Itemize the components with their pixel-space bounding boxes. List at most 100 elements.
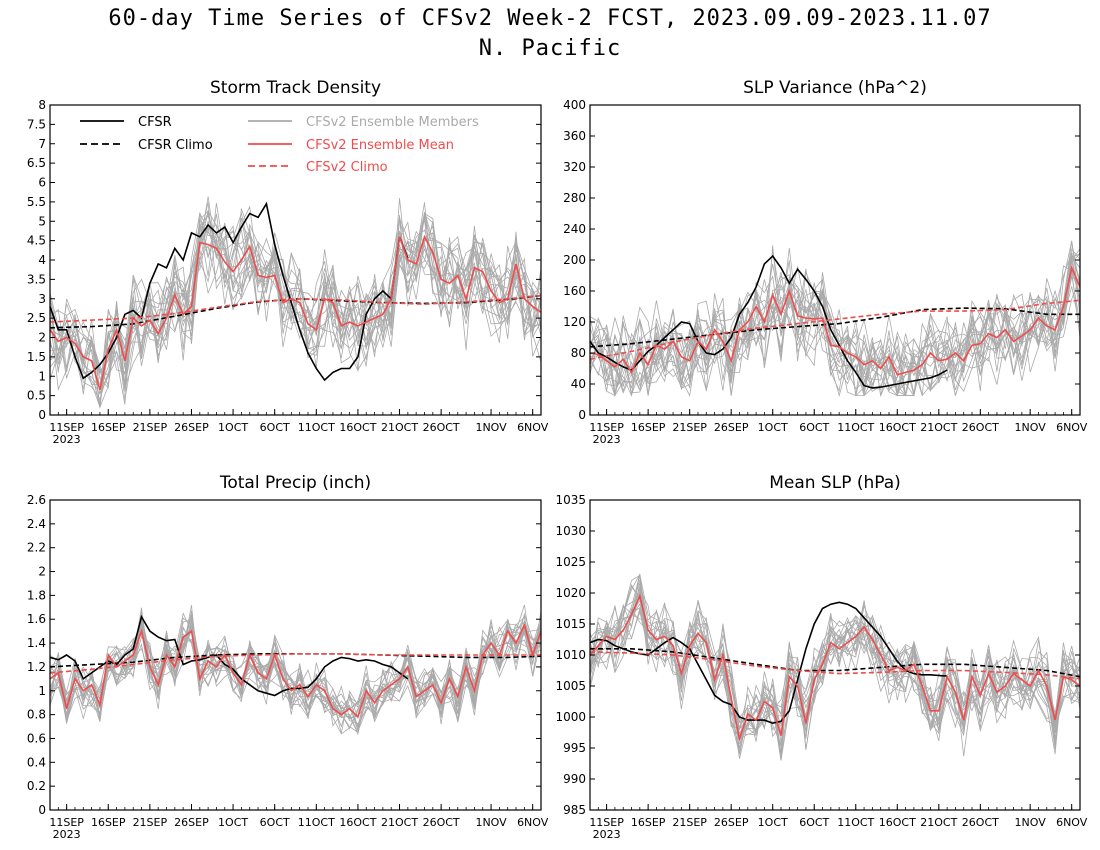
ensemble-member-line — [589, 574, 1081, 755]
x-tick-label: 11SEP — [49, 816, 84, 829]
series-cfsv2-ensemble-mean — [49, 234, 542, 391]
series-cfsr — [589, 254, 948, 389]
y-tick-label: 2.4 — [27, 517, 46, 531]
y-tick-label: 0.6 — [27, 731, 46, 745]
x-tick-label: 11OCT — [837, 816, 874, 829]
ensemble-member-line — [49, 620, 542, 728]
series-cfsv2-climo — [49, 652, 541, 674]
x-tick-label: 1OCT — [218, 816, 248, 829]
y-tick-label: 320 — [563, 160, 586, 174]
y-tick-label: 7 — [38, 137, 46, 151]
y-tick-label: 1020 — [555, 586, 586, 600]
legend-ensemble-mean-label: CFSv2 Ensemble Mean — [306, 138, 454, 153]
series-cfsr — [49, 201, 409, 382]
y-tick-label: 40 — [571, 377, 586, 391]
x-tick-label: 21OCT — [920, 421, 957, 434]
x-tick-label: 21SEP — [133, 816, 168, 829]
panel-3: Total Precip (inch) 0 0.2 0.4 0.6 0.8 1 1.2 1.4 1… — [27, 473, 549, 841]
x-tick-label: 16OCT — [879, 421, 916, 434]
ensemble-member-line — [589, 252, 1081, 387]
y-tick-label: 990 — [563, 772, 586, 786]
x-tick-label: 21OCT — [381, 816, 418, 829]
y-tick-label: 8 — [38, 98, 46, 112]
x-tick-label: 11SEP — [49, 421, 84, 434]
ensemble-member-line — [589, 277, 1081, 396]
y-tick-label: 0 — [578, 408, 586, 422]
plot-frame — [49, 499, 542, 811]
x-year-label: 2023 — [53, 433, 81, 446]
y-tick-label: 0.8 — [27, 708, 46, 722]
x-tick-label: 26OCT — [423, 421, 460, 434]
x-tick-label: 11OCT — [298, 421, 335, 434]
x-tick-label: 26OCT — [962, 421, 999, 434]
legend-cfsv2-climo-label: CFSv2 Climo — [306, 160, 388, 175]
x-tick-label: 26SEP — [714, 421, 749, 434]
x-tick-label: 6NOV — [517, 816, 549, 829]
ensemble-members — [49, 196, 542, 409]
x-tick-label: 26OCT — [423, 816, 460, 829]
x-tick-label: 16SEP — [91, 421, 126, 434]
y-tick-label: 3.5 — [27, 272, 46, 286]
legend-ensemble-members-label: CFSv2 Ensemble Members — [306, 115, 479, 130]
y-tick-label: 200 — [563, 253, 586, 267]
chart-region-title: N. Pacific — [478, 36, 622, 61]
series-cfsv2-climo — [589, 299, 1081, 360]
y-tick-label: 1005 — [555, 679, 586, 693]
x-year-label: 2023 — [593, 828, 621, 841]
panel-title: SLP Variance (hPa^2) — [743, 78, 927, 98]
ensemble-member-line — [49, 210, 542, 395]
ensemble-member-line — [589, 260, 1081, 397]
y-tick-label: 7.5 — [27, 117, 46, 131]
ensemble-member-line — [589, 253, 1081, 398]
y-tick-label: 0 — [38, 803, 46, 817]
y-tick-label: 6.5 — [27, 156, 46, 170]
y-tick-label: 1 — [38, 369, 46, 383]
y-tick-label: 5 — [38, 214, 46, 228]
y-tick-label: 80 — [571, 346, 586, 360]
ensemble-member-line — [49, 218, 542, 405]
series-cfsv2-climo — [49, 294, 542, 323]
y-tick-label: 2 — [38, 565, 46, 579]
x-tick-label: 16OCT — [879, 816, 916, 829]
x-tick-label: 16SEP — [91, 816, 126, 829]
y-tick-label: 2.5 — [27, 311, 46, 325]
x-tick-label: 6NOV — [517, 421, 549, 434]
x-tick-label: 1OCT — [218, 421, 248, 434]
y-tick-label: 1.4 — [27, 636, 46, 650]
y-tick-label: 985 — [563, 803, 586, 817]
series-cfsr — [49, 614, 409, 697]
y-tick-label: 1.6 — [27, 612, 46, 626]
x-tick-label: 1NOV — [1015, 421, 1047, 434]
x-tick-label: 21SEP — [672, 421, 707, 434]
ensemble-member-line — [589, 601, 1081, 742]
ensemble-member-line — [49, 619, 542, 730]
y-tick-label: 0 — [38, 408, 46, 422]
ensemble-member-line — [589, 279, 1081, 398]
y-tick-label: 2 — [38, 331, 46, 345]
x-tick-label: 26OCT — [962, 816, 999, 829]
series-cfsr-climo — [590, 647, 1081, 678]
x-tick-label: 6OCT — [260, 421, 290, 434]
y-tick-label: 240 — [563, 222, 586, 236]
panel-2: SLP Variance (hPa^2) 0 40 80 120 160 200 240 280… — [563, 78, 1088, 446]
y-tick-label: 995 — [563, 741, 586, 755]
y-tick-label: 4 — [38, 253, 46, 267]
panel-title: Total Precip (inch) — [219, 473, 371, 493]
x-tick-label: 6OCT — [799, 421, 829, 434]
y-tick-label: 3 — [38, 292, 46, 306]
x-tick-label: 11OCT — [298, 816, 335, 829]
ensemble-member-line — [589, 586, 1081, 738]
panel-title: Storm Track Density — [210, 78, 381, 98]
ensemble-member-line — [589, 588, 1081, 759]
x-tick-label: 21SEP — [672, 816, 707, 829]
y-tick-label: 1.8 — [27, 588, 46, 602]
series-cfsv2-climo — [589, 651, 1081, 680]
x-tick-label: 11SEP — [589, 816, 624, 829]
y-tick-label: 2.2 — [27, 541, 46, 555]
x-tick-label: 6NOV — [1056, 816, 1088, 829]
x-tick-label: 16SEP — [631, 421, 666, 434]
ensemble-member-line — [589, 579, 1081, 739]
y-tick-label: 1.2 — [27, 660, 46, 674]
x-tick-label: 21OCT — [920, 816, 957, 829]
